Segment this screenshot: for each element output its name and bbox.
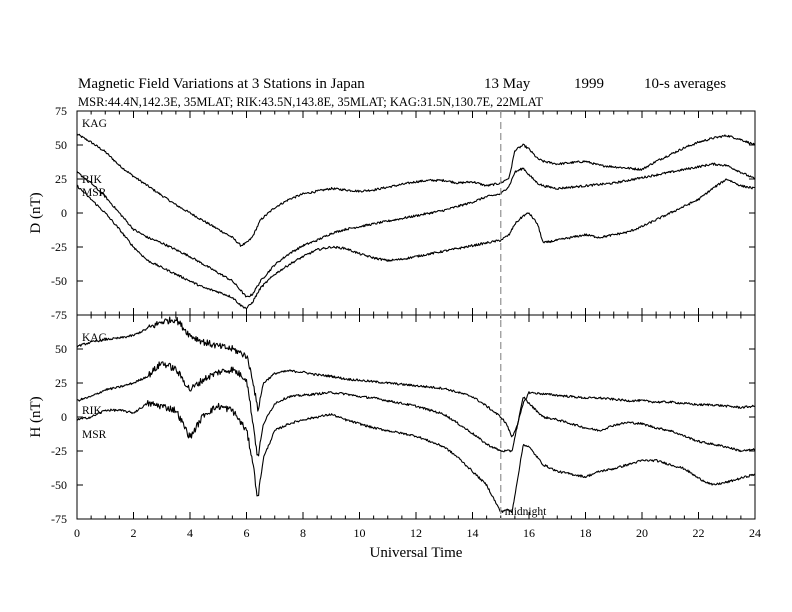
x-tick-label: 6 [244, 526, 250, 540]
x-tick-label: 2 [131, 526, 137, 540]
x-axis-label: Universal Time [370, 545, 463, 561]
chart-date: 13 May [484, 76, 531, 92]
series-line-rik [76, 162, 756, 298]
chart-year: 1999 [574, 76, 604, 92]
h-axis-label: H (nT) [28, 396, 44, 437]
series-line-msr [76, 178, 755, 309]
series-label-rik: RIK [82, 405, 103, 417]
d-axis-label: D (nT) [28, 192, 44, 233]
chart-title: Magnetic Field Variations at 3 Stations … [78, 76, 365, 92]
x-tick-label: 10 [354, 526, 366, 540]
series-label-kag: KAG [82, 118, 107, 130]
x-tick-label: 8 [300, 526, 306, 540]
x-tick-label: 20 [636, 526, 648, 540]
y-tick-label: 75 [55, 104, 67, 118]
y-tick-label: -50 [51, 478, 67, 492]
y-tick-label: -75 [51, 308, 67, 322]
series-label-msr: MSR [82, 429, 107, 441]
y-tick-label: 0 [61, 410, 67, 424]
x-tick-label: 24 [749, 526, 761, 540]
x-tick-label: 4 [187, 526, 193, 540]
y-tick-label: -50 [51, 274, 67, 288]
x-tick-label: 22 [693, 526, 705, 540]
y-tick-label: -25 [51, 240, 67, 254]
series-label-msr: MSR [82, 187, 107, 199]
x-tick-label: 16 [523, 526, 535, 540]
series-label-rik: RIK [82, 174, 103, 186]
x-tick-label: 14 [467, 526, 479, 540]
y-tick-label: 50 [55, 342, 67, 356]
x-tick-label: 18 [580, 526, 592, 540]
y-tick-label: -25 [51, 444, 67, 458]
y-tick-label: 25 [55, 376, 67, 390]
x-tick-label: 0 [74, 526, 80, 540]
y-tick-label: 50 [55, 138, 67, 152]
y-tick-label: -75 [51, 512, 67, 526]
series-line-rik [77, 361, 756, 457]
series-label-kag: KAG [82, 332, 107, 344]
x-tick-label: 12 [410, 526, 422, 540]
series-line-kag [76, 133, 756, 247]
y-tick-label: 25 [55, 172, 67, 186]
y-tick-label: 0 [61, 206, 67, 220]
panel-frame [76, 110, 756, 316]
series-line-kag [76, 316, 756, 438]
station-coordinates: MSR:44.4N,142.3E, 35MLAT; RIK:43.5N,143.… [78, 95, 543, 109]
chart-averaging: 10-s averages [644, 76, 726, 92]
series-line-msr [76, 399, 756, 513]
midnight-label: midnight [505, 506, 547, 518]
